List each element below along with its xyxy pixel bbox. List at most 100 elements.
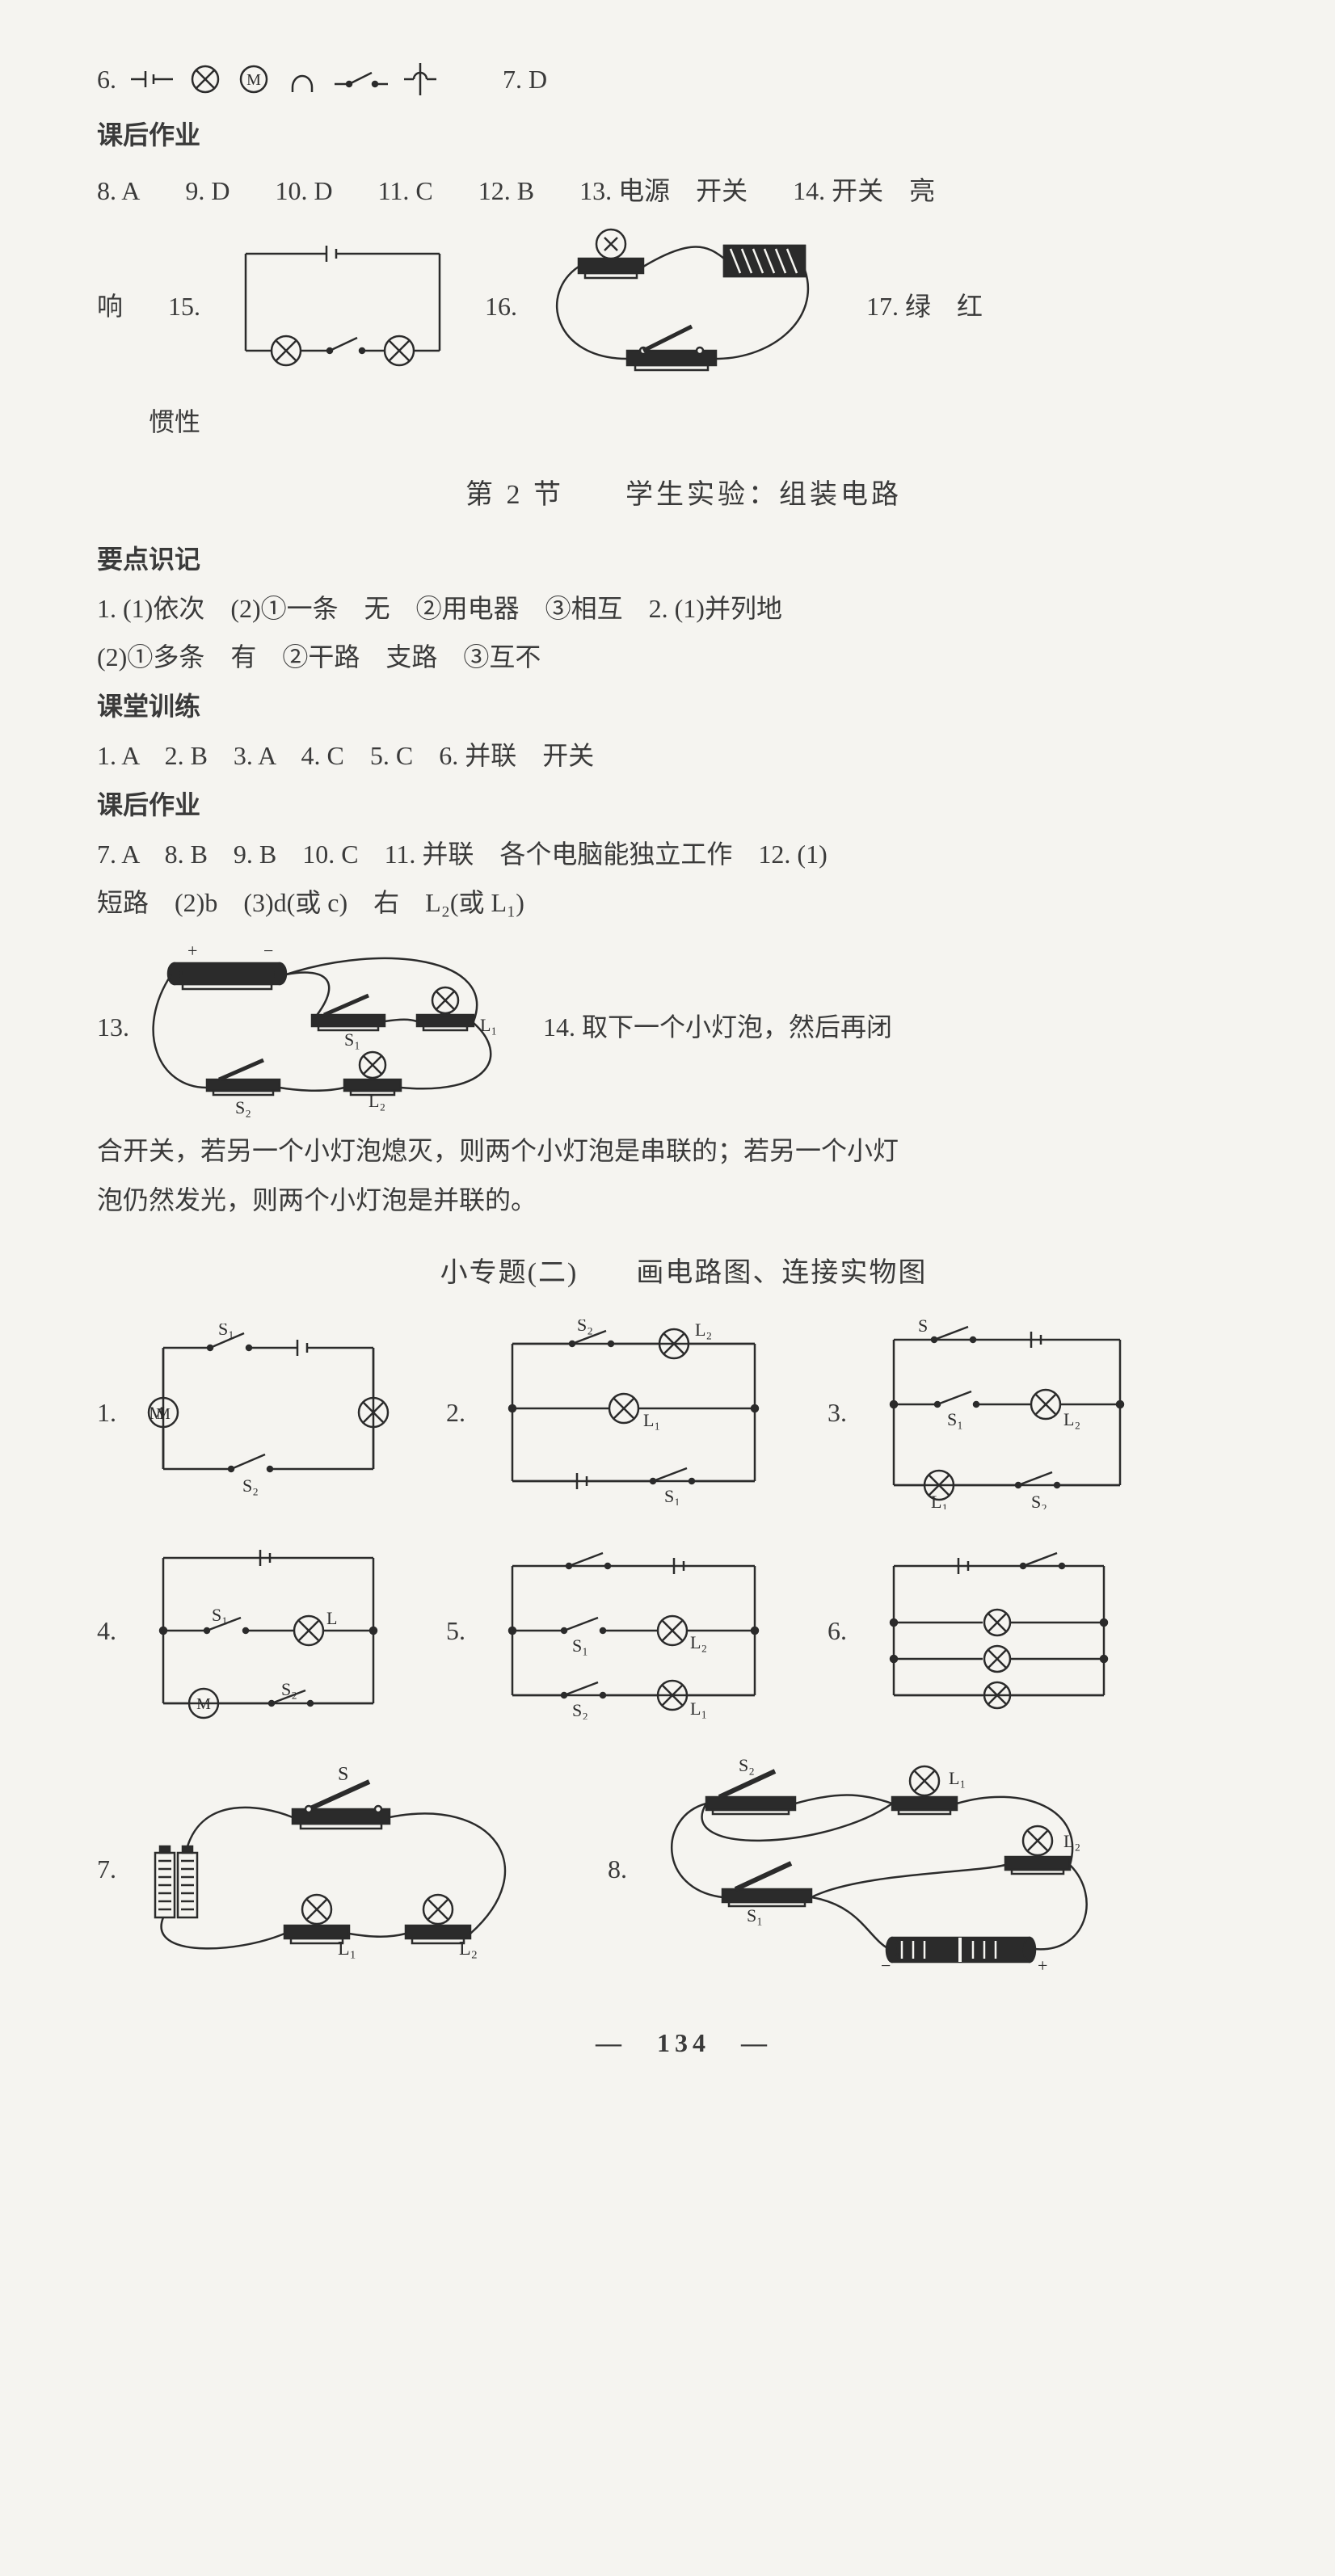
line-q6-q7: 6. M <box>97 55 1270 104</box>
keypoints-heading: 要点识记 <box>97 535 1270 584</box>
text-guanxing: 惯性 <box>149 398 200 447</box>
homework1-answers: 8. A 9. D 10. D 11. C 12. B 13. 电源 开关 14… <box>97 166 1270 216</box>
lamp-icon <box>187 61 223 97</box>
q13-minus: − <box>263 941 273 961</box>
diagram-grid-row1: 1. <box>97 1315 1270 1509</box>
q7-answer: 7. D <box>503 55 547 104</box>
d1-s2: S₂ <box>242 1475 259 1496</box>
q14-text-b: 合开关，若另一个小灯泡熄灭，则两个小灯泡是串联的；若另一个小灯 <box>97 1126 1270 1176</box>
cell-d2: 2. <box>446 1320 779 1505</box>
d8-s2: S₂ <box>739 1755 755 1775</box>
d2-s2: S₂ <box>577 1320 593 1335</box>
cell-d7: 7. <box>97 1764 559 1974</box>
section2-title: 第 2 节 学生实验：组装电路 <box>97 469 1270 522</box>
d5-l1: L₁ <box>690 1698 707 1719</box>
d7-num: 7. <box>97 1845 129 1894</box>
classtrain-answers: 1. A 2. B 3. A 4. C 5. C 6. 并联 开关 <box>97 731 1270 781</box>
d8-minus: − <box>881 1955 891 1976</box>
diagram-grid-row3: 7. <box>97 1752 1270 1986</box>
q15-diagram <box>213 229 472 383</box>
diagram-grid-row2: 4. <box>97 1534 1270 1728</box>
homework2-line1: 7. A 8. B 9. B 10. C 11. 并联 各个电脑能独立工作 12… <box>97 830 1270 879</box>
q14-text-a: 14. 取下一个小灯泡，然后再闭 <box>543 1003 1270 1052</box>
ans-14: 14. 开关 亮 <box>793 166 935 216</box>
svg-text:M: M <box>196 1695 211 1713</box>
d3-s: S <box>918 1315 928 1336</box>
d4-s2: S₂ <box>281 1679 297 1699</box>
svg-text:M: M <box>156 1405 171 1423</box>
q16-diagram <box>530 221 821 391</box>
d7-s: S <box>338 1764 348 1785</box>
d8-l1: L₁ <box>949 1768 966 1788</box>
d3-l1: L₁ <box>931 1492 948 1509</box>
d7-l2: L₂ <box>459 1938 478 1959</box>
q13-plus: + <box>187 941 197 961</box>
cell-d6: 6. <box>828 1542 1128 1719</box>
d6-num: 6. <box>828 1606 860 1656</box>
q13-label: 13. <box>97 1003 129 1052</box>
row-q15-q17: 响 15. <box>97 221 1270 391</box>
q13-l1: L₁ <box>480 1015 497 1035</box>
d3-num: 3. <box>828 1388 860 1437</box>
d7-l1: L₁ <box>338 1938 356 1959</box>
ans-10: 10. D <box>275 166 332 216</box>
ans-9: 9. D <box>185 166 230 216</box>
q6-prefix: 6. <box>97 55 116 104</box>
d8-plus: + <box>1038 1955 1047 1976</box>
battery-icon <box>129 63 175 95</box>
d5-s2: S₂ <box>572 1700 588 1719</box>
q13-diagram: + − S₁ L₁ S₂ L₂ <box>142 934 530 1120</box>
crossover-icon <box>402 61 438 97</box>
q16-label: 16. <box>485 282 517 331</box>
d5-l2: L₂ <box>690 1632 707 1652</box>
q13-s2: S₂ <box>235 1097 251 1118</box>
d2-l2: L₂ <box>695 1320 712 1340</box>
switch-icon <box>333 63 390 95</box>
classtrain-heading: 课堂训练 <box>97 682 1270 731</box>
d3-s1: S₁ <box>947 1409 963 1429</box>
d8-diagram: S₂ L₁ L₂ S₁ − + <box>650 1752 1118 1986</box>
row-q13-q14: 13. <box>97 934 1270 1120</box>
d4-num: 4. <box>97 1606 129 1656</box>
keypoints-line1: 1. (1)依次 (2)①一条 无 ②用电器 ③相互 2. (1)并列地 <box>97 584 1270 633</box>
homework2-heading: 课后作业 <box>97 781 1270 830</box>
text-xiang: 响 <box>97 282 123 331</box>
d4-l: L <box>326 1608 337 1628</box>
subtopic-title: 小专题(二) 画电路图、连接实物图 <box>97 1248 1270 1300</box>
bell-icon <box>284 63 320 95</box>
row-guanxing: 惯性 <box>97 398 1270 447</box>
d1-num: 1. <box>97 1388 129 1437</box>
ans-12: 12. B <box>478 166 534 216</box>
d1-s1: S₁ <box>218 1324 234 1339</box>
d2-diagram: S₂ L₂ L₁ S₁ <box>488 1320 779 1505</box>
d3-diagram: S S₁ L₂ L₁ S₂ <box>870 1315 1144 1509</box>
motor-icon: M <box>236 61 272 97</box>
ans-13: 13. 电源 开关 <box>579 166 748 216</box>
d8-num: 8. <box>608 1845 640 1894</box>
d5-diagram: S₁ L₂ S₂ L₁ <box>488 1542 779 1719</box>
d3-l2: L₂ <box>1063 1409 1080 1429</box>
page-number: — 134 — <box>97 2018 1270 2068</box>
d4-s1: S₁ <box>212 1605 228 1625</box>
keypoints-line2: (2)①多条 有 ②干路 支路 ③互不 <box>97 633 1270 682</box>
q13-s1: S₁ <box>344 1029 360 1050</box>
svg-text:M: M <box>246 71 261 89</box>
cell-d5: 5. <box>446 1542 779 1719</box>
d6-diagram <box>870 1542 1128 1719</box>
cell-d1: 1. <box>97 1324 398 1501</box>
ans-11: 11. C <box>378 166 433 216</box>
q15-label: 15. <box>168 282 200 331</box>
d8-s1: S₁ <box>747 1905 763 1926</box>
cell-d3: 3. <box>828 1315 1144 1509</box>
d2-num: 2. <box>446 1388 478 1437</box>
q17-text: 17. 绿 红 <box>866 282 983 331</box>
d3-s2: S₂ <box>1031 1492 1047 1509</box>
d8-l2: L₂ <box>1063 1831 1080 1851</box>
cell-d4: 4. <box>97 1534 398 1728</box>
d2-l1: L₁ <box>643 1410 660 1430</box>
homework1-heading: 课后作业 <box>97 111 1270 160</box>
d4-diagram: M S₁ L S₂ <box>139 1534 398 1728</box>
q13-l2: L₂ <box>368 1091 385 1111</box>
cell-d8: 8. <box>608 1752 1118 1986</box>
q14-text-c: 泡仍然发光，则两个小灯泡是并联的。 <box>97 1176 1270 1225</box>
